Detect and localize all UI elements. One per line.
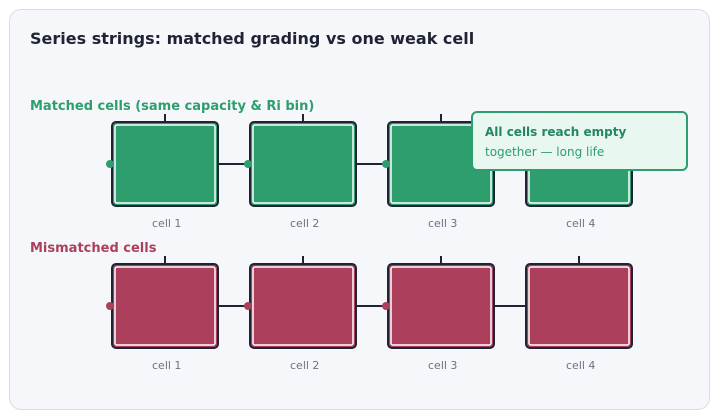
callout-body: together — long life xyxy=(485,145,605,159)
mismatched-row-label: Mismatched cells xyxy=(30,241,157,256)
matched-cell-body xyxy=(111,121,219,207)
mismatched-cell-frame xyxy=(114,266,216,346)
page-title: Series strings: matched grading vs one w… xyxy=(30,29,475,48)
matched-cell-frame xyxy=(252,124,354,204)
mismatched-contact-dot xyxy=(244,302,252,310)
mismatched-cell-body xyxy=(111,263,219,349)
callout-title: All cells reach empty xyxy=(485,125,627,139)
mismatched-cell-body xyxy=(387,263,495,349)
matched-cell-frame xyxy=(114,124,216,204)
matched-cell-label: cell 1 xyxy=(152,217,181,230)
matched-cell-body xyxy=(249,121,357,207)
mismatched-contact-dot xyxy=(382,302,390,310)
matched-callout: All cells reach empty together — long li… xyxy=(471,111,688,171)
matched-contact-dot xyxy=(244,160,252,168)
mismatched-cell-frame xyxy=(390,266,492,346)
mismatched-cell-frame xyxy=(528,266,630,346)
mismatched-cell-label: cell 4 xyxy=(566,359,595,372)
matched-cell-label: cell 4 xyxy=(566,217,595,230)
mismatched-cell-frame xyxy=(252,266,354,346)
matched-cell-label: cell 2 xyxy=(290,217,319,230)
mismatched-cell-label: cell 3 xyxy=(428,359,457,372)
matched-contact-dot xyxy=(382,160,390,168)
mismatched-cell-body xyxy=(525,263,633,349)
mismatched-cell-body xyxy=(249,263,357,349)
mismatched-contact-dot xyxy=(106,302,114,310)
matched-contact-dot xyxy=(106,160,114,168)
matched-row-label: Matched cells (same capacity & Ri bin) xyxy=(30,99,315,114)
mismatched-cell-label: cell 1 xyxy=(152,359,181,372)
mismatched-cell-label: cell 2 xyxy=(290,359,319,372)
matched-cell-label: cell 3 xyxy=(428,217,457,230)
